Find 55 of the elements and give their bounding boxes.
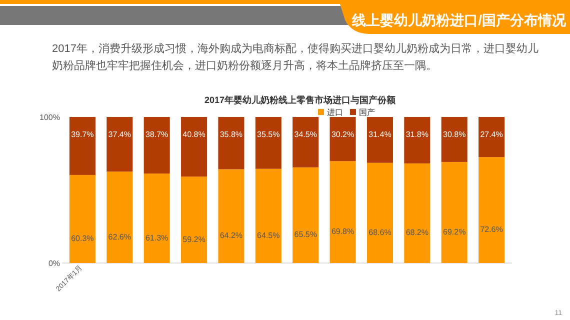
bar — [292, 167, 319, 263]
data-label: 64.5% — [257, 230, 280, 240]
data-label: 65.5% — [294, 230, 317, 240]
bar — [330, 161, 356, 263]
data-label: 30.8% — [443, 130, 466, 139]
data-label: 64.2% — [220, 231, 243, 240]
bar — [69, 117, 96, 175]
bar — [478, 117, 505, 158]
bar — [404, 117, 430, 164]
data-label: 35.8% — [220, 130, 243, 139]
data-label: 34.5% — [294, 130, 317, 139]
bar — [144, 174, 170, 263]
data-label: 72.6% — [480, 225, 503, 234]
bar — [330, 117, 356, 162]
data-label: 40.8% — [182, 130, 206, 139]
bar — [69, 174, 96, 263]
data-label: 38.7% — [145, 130, 168, 139]
bar — [366, 117, 393, 163]
bar — [106, 117, 133, 172]
bar — [218, 169, 244, 263]
bar — [144, 117, 170, 174]
data-label: 62.6% — [108, 232, 131, 242]
data-label: 68.2% — [406, 228, 429, 238]
bar — [441, 117, 468, 162]
bar — [255, 117, 282, 169]
legend-label: 国产 — [359, 108, 375, 117]
bar — [366, 162, 393, 263]
legend-label: 进口 — [327, 108, 343, 117]
data-label: 27.4% — [480, 130, 503, 139]
bar — [441, 162, 468, 263]
bar — [106, 172, 133, 263]
data-label: 39.7% — [71, 130, 94, 139]
data-label: 61.3% — [145, 233, 168, 242]
data-label: 60.3% — [71, 234, 94, 243]
data-label: 37.4% — [108, 130, 131, 139]
data-label: 31.4% — [368, 130, 392, 139]
bar — [478, 157, 505, 263]
bar — [218, 117, 244, 170]
bar — [255, 168, 282, 263]
y-tick-label: 100% — [40, 113, 60, 122]
y-tick-label: 0% — [48, 259, 60, 268]
chart-title: 线上婴幼儿奶粉进口/国产分布情况 — [351, 12, 567, 28]
data-label: 31.8% — [406, 130, 429, 139]
data-label: 35.5% — [257, 130, 280, 139]
data-label: 59.2% — [182, 234, 206, 244]
bar — [181, 176, 208, 263]
chart-subtitle: 2017年，消费升级形成习惯，海外购成为电商标配，使得购买进口婴幼儿奶粉成为日常，进口婴幼儿奶粉品牌也牢牢把握住机会，进口奶粉份额逐月升高，将本土品牌挤压至一隅。 — [52, 42, 538, 72]
data-label: 69.2% — [443, 227, 466, 236]
data-label: 30.2% — [331, 130, 354, 139]
bar — [292, 117, 319, 168]
data-label: 68.6% — [368, 228, 392, 237]
text: 2017年婴幼儿奶粉线上零售市场进口与国产份额 — [204, 95, 397, 105]
bar — [404, 163, 430, 263]
bar — [181, 117, 208, 177]
data-label: 69.8% — [331, 227, 354, 236]
